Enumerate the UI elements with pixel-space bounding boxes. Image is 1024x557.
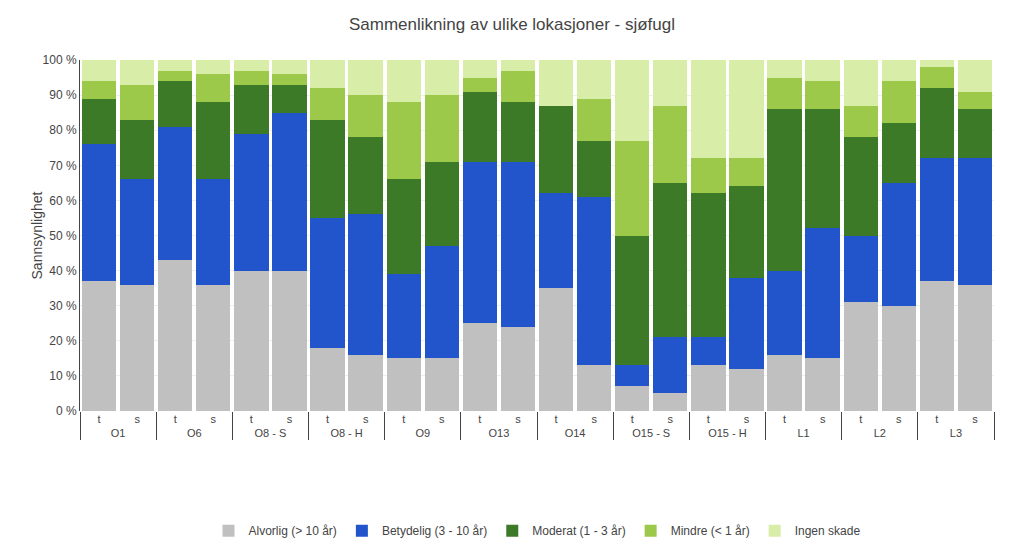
svg-text:L3: L3	[950, 427, 962, 439]
svg-text:40 %: 40 %	[49, 264, 77, 278]
svg-text:O15 - H: O15 - H	[708, 427, 747, 439]
svg-text:Sannsynlighet: Sannsynlighet	[29, 191, 45, 279]
svg-text:L1: L1	[797, 427, 809, 439]
svg-text:10 %: 10 %	[49, 369, 77, 383]
svg-text:O8 - S: O8 - S	[255, 427, 287, 439]
svg-text:0 %: 0 %	[56, 404, 77, 418]
svg-text:s: s	[896, 413, 902, 425]
svg-text:t: t	[935, 413, 938, 425]
svg-text:s: s	[591, 413, 597, 425]
svg-text:t: t	[859, 413, 862, 425]
svg-text:L2: L2	[874, 427, 886, 439]
svg-text:s: s	[744, 413, 750, 425]
svg-text:Ingen skade: Ingen skade	[795, 524, 861, 538]
svg-text:90 %: 90 %	[49, 88, 77, 102]
svg-text:t: t	[783, 413, 786, 425]
svg-text:O6: O6	[187, 427, 202, 439]
svg-text:Mindre (< 1 år): Mindre (< 1 år)	[671, 524, 750, 538]
svg-text:t: t	[326, 413, 329, 425]
svg-text:Sammenlikning av ulike lokasjo: Sammenlikning av ulike lokasjoner - sjøf…	[349, 15, 675, 34]
svg-text:t: t	[478, 413, 481, 425]
svg-text:s: s	[668, 413, 674, 425]
svg-text:20 %: 20 %	[49, 334, 77, 348]
svg-text:O9: O9	[415, 427, 430, 439]
svg-text:t: t	[98, 413, 101, 425]
svg-text:70 %: 70 %	[49, 159, 77, 173]
svg-text:50 %: 50 %	[49, 229, 77, 243]
svg-text:Moderat (1 - 3 år): Moderat (1 - 3 år)	[532, 524, 625, 538]
svg-text:t: t	[555, 413, 558, 425]
svg-text:s: s	[972, 413, 978, 425]
svg-text:t: t	[250, 413, 253, 425]
svg-text:60 %: 60 %	[49, 194, 77, 208]
svg-text:s: s	[134, 413, 140, 425]
svg-text:t: t	[174, 413, 177, 425]
svg-text:s: s	[820, 413, 826, 425]
svg-text:O15 - S: O15 - S	[632, 427, 670, 439]
svg-text:Alvorlig (> 10 år): Alvorlig (> 10 år)	[249, 524, 337, 538]
svg-text:t: t	[631, 413, 634, 425]
svg-text:O14: O14	[565, 427, 586, 439]
svg-text:s: s	[287, 413, 293, 425]
svg-text:O1: O1	[111, 427, 126, 439]
svg-text:80 %: 80 %	[49, 123, 77, 137]
svg-text:s: s	[515, 413, 521, 425]
svg-text:t: t	[402, 413, 405, 425]
svg-text:t: t	[707, 413, 710, 425]
svg-text:s: s	[439, 413, 445, 425]
svg-text:s: s	[363, 413, 369, 425]
svg-text:100 %: 100 %	[43, 53, 77, 67]
svg-text:O8 - H: O8 - H	[330, 427, 362, 439]
svg-text:30 %: 30 %	[49, 299, 77, 313]
svg-text:Betydelig (3 - 10 år): Betydelig (3 - 10 år)	[382, 524, 487, 538]
svg-text:O13: O13	[489, 427, 510, 439]
svg-text:s: s	[211, 413, 217, 425]
